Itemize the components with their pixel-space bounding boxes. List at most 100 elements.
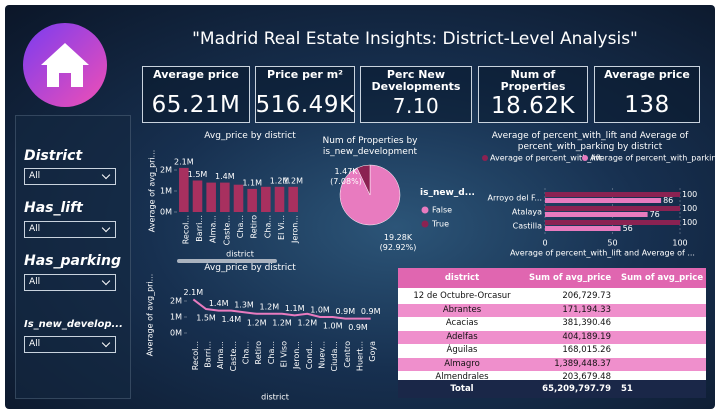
y-tick-label: 2M [170,297,182,306]
y-axis-label: Average of avg_pri... [146,274,155,357]
bar [545,226,621,231]
data-label: 1.1M [285,304,305,313]
line-series [192,298,371,320]
data-label: 1.3M [234,301,254,310]
bar [288,186,298,212]
kpi-card: Price per m² 516.49K [255,66,355,123]
bar [192,180,203,212]
y-tick-label: 2M [160,166,172,175]
data-label: 1.4M [215,172,235,181]
x-tick-label: Recol... [181,215,190,244]
table-cell: 51 [621,384,633,394]
data-label: 100 [682,204,697,213]
table-cell: Acacias [445,318,479,328]
x-tick-label: Alma... [209,215,218,243]
x-tick-label: Nuev... [318,341,327,369]
data-label: 0.9M [336,307,356,316]
y-tick-label: 1M [170,313,182,322]
legend-swatch [582,155,588,161]
x-tick-label: El Vi... [277,215,286,240]
legend-title: is_new_d... [420,188,475,198]
x-tick-label: Recol... [191,341,200,370]
data-label: 100 [682,190,697,199]
x-tick-label: Cha... [242,341,251,364]
bar [274,186,285,212]
x-tick-label: Ciuda... [330,341,339,372]
y-axis-label: Average of avg_pri... [148,150,157,233]
legend-label: Average of percent_with_parking [590,154,715,163]
x-tick-label: Caste... [229,341,238,371]
table-row: Abrantes 171,194.33 [398,303,706,317]
table-row: Águilas 168,015.26 [398,344,706,358]
data-table: district Sum of avg_price Sum of avg_price… [398,268,706,398]
kpi-value: 516.49K [255,92,355,118]
dashboard: 0M 1M 2M Average of avg_pri... district 2.1M 1… [5,5,715,409]
table-row: Almagro 1,389,448.37 [398,357,706,371]
table-cell: Sum of avg_price [529,273,611,283]
table-row: Acacias 381,390.46 [398,317,706,331]
kpi-label: Num of Properties [500,68,566,93]
data-label: 2.1M [184,288,204,297]
bar [261,186,271,212]
table-total: Total 65,209,797.79 51 [398,380,706,398]
x-tick-label: Barri... [204,341,213,368]
x-tick-label: Retiro [250,215,259,239]
table-cell: 206,729.73 [562,291,611,301]
legend-label: Average of percent_with_lift [490,154,602,163]
x-axis-label: district [226,250,254,259]
dashboard-title: "Madrid Real Estate Insights: District-L… [192,29,638,49]
data-label: 2.1M [174,157,194,166]
data-label: 1.0M [323,322,343,331]
data-label: 1.2M [272,318,292,327]
slicer-label: District [24,148,83,164]
bar [545,212,648,217]
x-tick-label: 0 [542,239,547,248]
table-cell: 12 de Octubre-Orcasur [413,291,511,301]
slicer-label: Has_parking [24,253,121,269]
table-cell: 65,209,797.79 [542,384,611,394]
kpi-label: Average price [153,68,239,81]
table-cell: Almendrales [435,372,489,382]
pie-slice [356,164,371,196]
slicer-dropdown[interactable]: All [24,221,116,238]
x-tick-label: Jeron... [291,215,300,244]
chart-title: Avg_price by district [204,263,296,273]
chart-title: Num of Properties by is_new_development [322,136,418,157]
slicer-dropdown[interactable]: All [24,336,116,353]
data-label: 0.9M [348,323,368,332]
y-tick-label: Arroyo del F... [487,194,542,203]
slicer-dropdown[interactable]: All [24,274,116,291]
kpi-label: Average price [604,68,690,81]
home-icon [41,43,89,87]
data-label: 1.2M [247,318,267,327]
legend-label: True [431,220,449,229]
data-label: 86 [663,196,673,205]
legend-swatch [421,220,429,228]
y-tick-label: 1M [160,187,172,196]
bar [247,188,257,212]
table-row: Adelfas 404,189.19 [398,330,706,344]
x-tick-label: El Viso [280,341,289,368]
x-tick-label: Caste... [222,215,231,245]
table-cell: Adelfas [446,331,478,342]
x-tick-label: Jeron... [292,341,301,370]
kpi-value: 7.10 [392,94,440,118]
chart-title: Avg_price by district [204,131,296,141]
data-label: 1.4M [209,299,229,308]
x-tick-label: 50 [607,239,617,248]
table-cell: Abrantes [442,304,482,315]
kpi-card: Perc New Developments 7.10 [360,66,472,123]
table-cell: 1,389,448.37 [554,358,611,369]
y-tick-label: 0M [160,208,172,217]
table-cell: Total [450,384,474,394]
data-label: 1.2M [298,318,318,327]
data-label: 100 [682,218,697,227]
x-tick-label: Centro [343,341,352,368]
data-label: 76 [650,210,660,219]
legend-swatch [482,155,488,161]
data-label: 1.0M [310,306,330,315]
bar [545,192,680,197]
x-tick-label: Cha... [236,215,245,238]
slicer-dropdown[interactable]: All [24,168,116,185]
